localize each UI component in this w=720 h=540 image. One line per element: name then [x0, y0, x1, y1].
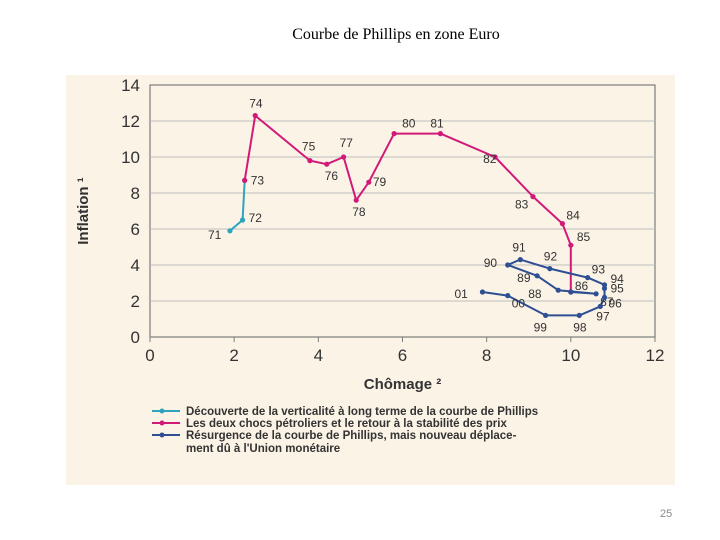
point-label: 79	[373, 175, 387, 189]
data-point	[568, 289, 574, 295]
y-tick-label: 6	[131, 220, 140, 239]
data-point	[353, 197, 359, 203]
x-tick-label: 4	[314, 346, 323, 365]
point-label: 95	[611, 281, 625, 295]
point-label: 01	[454, 287, 468, 301]
data-point	[239, 217, 246, 223]
point-label: 74	[249, 97, 263, 111]
point-label: 99	[534, 320, 548, 334]
series-line-2	[243, 114, 572, 292]
series-line-3	[482, 258, 606, 317]
data-point	[568, 242, 574, 248]
data-point	[492, 154, 498, 160]
point-label: 91	[512, 241, 526, 255]
point-label: 84	[566, 209, 580, 223]
y-tick-label: 8	[131, 184, 140, 203]
point-label: 92	[544, 250, 558, 264]
point-label: 76	[325, 169, 339, 183]
point-label: 83	[515, 198, 529, 212]
y-tick-label: 10	[121, 148, 140, 167]
x-tick-label: 2	[229, 346, 238, 365]
plot-frame	[149, 84, 656, 338]
y-tick-label: 0	[131, 328, 140, 347]
data-point	[517, 257, 523, 263]
data-point	[505, 293, 511, 299]
point-label: 00	[512, 297, 526, 311]
data-point	[530, 194, 536, 200]
phillips-curve-figure: 0 2 4 6 8 10 12 14 0 2 4 6 8 10 12 Chômage ² Inflation ¹…	[66, 75, 675, 485]
x-tick-label: 0	[145, 346, 154, 365]
data-point	[542, 312, 549, 318]
page-number: 25	[660, 508, 673, 520]
point-label: 86	[575, 279, 589, 293]
data-point	[585, 275, 591, 281]
point-label: 89	[517, 271, 531, 285]
point-label: 80	[402, 117, 416, 131]
legend-marker-3	[159, 432, 165, 438]
data-point	[437, 131, 443, 137]
slide-title: Courbe de Phillips en zone Euro	[292, 26, 500, 43]
point-label: 98	[573, 320, 587, 334]
point-label: 77	[340, 136, 354, 150]
legend-entry-2: Les deux chocs pétroliers et le retour à…	[186, 418, 507, 430]
point-label: 78	[352, 205, 366, 219]
data-point	[555, 287, 561, 293]
point-label: 88	[528, 287, 542, 301]
x-tick-label: 6	[398, 346, 407, 365]
point-label: 93	[592, 263, 606, 277]
y-tick-label: 4	[131, 256, 140, 275]
point-label: 72	[249, 211, 263, 225]
point-label: 85	[577, 230, 591, 244]
data-point	[366, 179, 372, 185]
data-point	[593, 291, 599, 297]
point-label: 90	[484, 256, 498, 270]
data-point	[252, 113, 258, 119]
legend-entry-3: Résurgence de la courbe de Phillips, mai…	[186, 430, 517, 455]
point-label: 97	[596, 309, 610, 323]
point-label: 82	[483, 152, 497, 166]
legend-entry-1: Découverte de la verticalité à long term…	[186, 406, 538, 418]
data-point	[340, 154, 347, 160]
data-point	[307, 158, 313, 164]
point-label: 94	[611, 272, 625, 286]
data-point	[547, 266, 553, 272]
data-point	[534, 273, 540, 279]
y-tick-label: 2	[131, 292, 140, 311]
data-point	[601, 285, 608, 291]
data-point	[391, 131, 397, 137]
x-tick-label: 8	[482, 346, 491, 365]
point-label: 75	[302, 140, 316, 154]
legend-marker-1	[159, 408, 165, 414]
x-tick-label: 10	[561, 346, 580, 365]
point-label: 71	[208, 228, 222, 242]
y-tick-label: 14	[121, 76, 140, 95]
x-axis-title: Chômage ²	[364, 376, 442, 393]
data-point	[505, 262, 511, 268]
data-point	[601, 282, 608, 288]
point-label: 81	[430, 117, 444, 131]
point-label: 73	[251, 173, 265, 187]
data-point	[601, 294, 608, 300]
data-point	[597, 303, 603, 309]
data-point	[227, 228, 233, 234]
phillips-curve-chart: 0 2 4 6 8 10 12 14 0 2 4 6 8 10 12 Chômage ² Inflation ¹…	[75, 76, 665, 455]
data-point	[242, 177, 248, 183]
x-tick-label: 12	[646, 346, 665, 365]
y-tick-label: 12	[121, 112, 140, 131]
data-point	[559, 221, 566, 227]
data-point	[479, 289, 486, 295]
data-point	[576, 312, 582, 318]
data-point	[324, 161, 330, 167]
point-label: 96	[609, 296, 623, 310]
legend-marker-2	[159, 420, 165, 426]
y-axis-title: Inflation ¹	[75, 177, 92, 245]
